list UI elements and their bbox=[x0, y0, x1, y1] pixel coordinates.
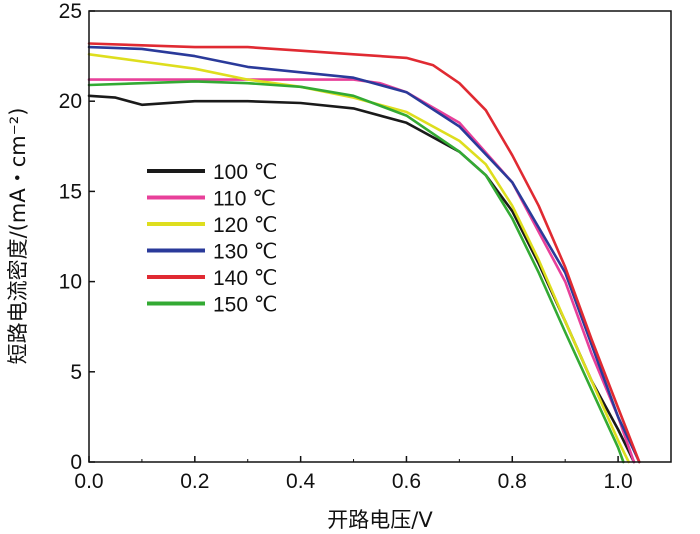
y-tick-label: 20 bbox=[59, 90, 82, 113]
legend-label-4: 130 ℃ bbox=[213, 241, 277, 264]
series-line-6 bbox=[87, 80, 625, 464]
y-tick-label: 25 bbox=[59, 0, 82, 23]
plot-frame bbox=[88, 10, 672, 463]
legend-label-2: 110 ℃ bbox=[213, 188, 276, 211]
y-axis: 0 5 10 15 20 25 bbox=[59, 0, 95, 474]
x-tick-label: 1.0 bbox=[603, 470, 632, 493]
x-axis-title: 开路电压/V bbox=[327, 508, 433, 532]
legend-label-6: 150 ℃ bbox=[213, 294, 277, 317]
legend: 100 ℃ 110 ℃ 120 ℃ 130 ℃ 140 ℃ 150 ℃ bbox=[147, 161, 277, 317]
legend-label-5: 140 ℃ bbox=[213, 267, 277, 290]
x-axis: 0.0 0.2 0.4 0.6 0.8 1.0 bbox=[74, 456, 672, 493]
y-tick-label: 15 bbox=[59, 180, 82, 203]
x-tick-label: 0.2 bbox=[180, 470, 209, 493]
y-axis-title: 短路电流密度/(mA・cm⁻²) bbox=[6, 108, 30, 365]
y-tick-label: 0 bbox=[70, 451, 82, 474]
series-line-3 bbox=[87, 53, 630, 464]
legend-label-1: 100 ℃ bbox=[213, 161, 277, 184]
legend-label-3: 120 ℃ bbox=[213, 214, 277, 237]
y-tick-label: 5 bbox=[70, 361, 82, 384]
x-tick-label: 0.6 bbox=[392, 470, 421, 493]
x-tick-label: 0.4 bbox=[286, 470, 316, 493]
x-tick-label: 0.0 bbox=[74, 470, 103, 493]
series-line-2 bbox=[87, 78, 636, 464]
series-line-5 bbox=[87, 42, 641, 464]
series-line-4 bbox=[87, 45, 641, 464]
plot-lines bbox=[87, 42, 641, 464]
x-tick-label: 0.8 bbox=[498, 470, 527, 493]
y-tick-label: 10 bbox=[59, 271, 82, 294]
